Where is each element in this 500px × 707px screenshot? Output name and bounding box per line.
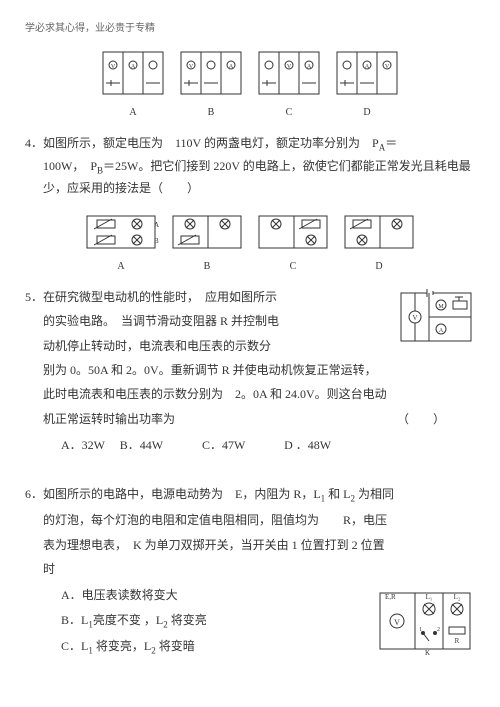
- svg-text:L₁: L₁: [426, 593, 433, 601]
- circuit-b-svg: V A: [176, 47, 246, 102]
- q4-diagram-row: A B A B C: [25, 211, 475, 275]
- q4-circuit-a: A B A: [82, 211, 160, 275]
- q3-diagram-row: V A A V A B: [25, 47, 475, 121]
- q4-circuit-b-svg: [168, 211, 246, 256]
- q5-diagram-svg: V M A: [397, 289, 475, 345]
- q4-circuit-c-svg: [254, 211, 332, 256]
- q4-b-label: B: [168, 258, 246, 275]
- question-5: 5． V M A 在研究微型电动机的性能时， 应用如图所示 的实验电路。 当调节: [25, 287, 475, 460]
- svg-text:A: A: [131, 64, 136, 70]
- q5-opt-b: B．44W: [120, 438, 163, 452]
- q4-text: 如图所示，额定电压为 110V 的两盏电灯，额定功率分别为 PA＝ 100W， …: [43, 133, 475, 199]
- svg-text:V: V: [385, 64, 390, 70]
- svg-text:V: V: [111, 64, 116, 70]
- q5-l6: 机正常运转时输出功率为（ ）: [43, 409, 475, 429]
- circuit-b: V A B: [176, 47, 246, 121]
- q5-opt-a: A．32W: [61, 438, 105, 452]
- q5-l5: 此时电流表和电压表的示数分别为 2。0A 和 24.0V。则这台电动: [43, 384, 475, 404]
- svg-text:A: A: [439, 328, 444, 334]
- circuit-c-svg: V A: [254, 47, 324, 102]
- q4-circuit-b: B: [168, 211, 246, 275]
- circuit-c-label: C: [254, 104, 324, 121]
- question-6: 6． 如图所示的电路中，电源电动势为 E，内阻为 R，L1 和 L2 为相同 的…: [25, 484, 475, 664]
- svg-text:2: 2: [437, 627, 440, 633]
- q4-a-label: A: [82, 258, 160, 275]
- q6-l1: 如图所示的电路中，电源电动势为 E，内阻为 R，L1 和 L2 为相同: [43, 484, 475, 507]
- q4-circuit-a-svg: A B: [82, 211, 160, 256]
- q4-circuit-d-svg: [340, 211, 418, 256]
- circuit-a-svg: V A: [98, 47, 168, 102]
- svg-text:V: V: [394, 618, 400, 627]
- svg-text:A: A: [229, 64, 234, 70]
- svg-text:K: K: [425, 649, 430, 657]
- svg-text:V: V: [189, 64, 194, 70]
- q5-options: A．32W B．44W C．47W D ．48W: [43, 435, 475, 455]
- q5-opt-d: D ．48W: [284, 438, 331, 452]
- q6-body: 如图所示的电路中，电源电动势为 E，内阻为 R，L1 和 L2 为相同 的灯泡，…: [43, 484, 475, 664]
- q6-l2: 的灯泡，每个灯泡的电阻和定值电阻相同，阻值均为 R，电压: [43, 510, 475, 530]
- q5-opt-c: C．47W: [202, 438, 245, 452]
- q4-body: 如图所示，额定电压为 110V 的两盏电灯，额定功率分别为 PA＝ 100W， …: [43, 133, 475, 203]
- q5-body: V M A 在研究微型电动机的性能时， 应用如图所示 的实验电路。 当调节滑动变…: [43, 287, 475, 460]
- circuit-a-label: A: [98, 104, 168, 121]
- circuit-b-label: B: [176, 104, 246, 121]
- svg-text:E,R: E,R: [385, 593, 396, 601]
- svg-text:A: A: [307, 64, 312, 70]
- q4-circuit-c: C: [254, 211, 332, 275]
- q6-l4: 时: [43, 559, 475, 579]
- q4-d-label: D: [340, 258, 418, 275]
- q4-number: 4．: [25, 133, 43, 203]
- q5-diagram: V M A: [397, 289, 475, 351]
- circuit-c: V A C: [254, 47, 324, 121]
- q6-diagram: V L₁ L₂ R 1 2 E,R K: [375, 585, 475, 663]
- svg-text:A: A: [154, 221, 159, 229]
- q4-c-label: C: [254, 258, 332, 275]
- svg-text:V: V: [412, 314, 417, 322]
- page-header: 学必求其心得，业必贵于专精: [25, 20, 475, 37]
- q6-number: 6．: [25, 484, 43, 664]
- q5-number: 5．: [25, 287, 43, 460]
- svg-text:L₂: L₂: [454, 593, 461, 601]
- question-4: 4． 如图所示，额定电压为 110V 的两盏电灯，额定功率分别为 PA＝ 100…: [25, 133, 475, 203]
- svg-text:V: V: [287, 64, 292, 70]
- q5-l4: 别为 0。50A 和 2。0V。重新调节 R 并使电动机恢复正常运转，: [43, 360, 475, 380]
- circuit-d-label: D: [332, 104, 402, 121]
- circuit-d: A V D: [332, 47, 402, 121]
- svg-text:1: 1: [419, 627, 422, 633]
- circuit-a: V A A: [98, 47, 168, 121]
- q6-diagram-svg: V L₁ L₂ R 1 2 E,R K: [375, 585, 475, 657]
- svg-text:R: R: [455, 637, 460, 645]
- svg-text:B: B: [154, 237, 159, 245]
- svg-text:A: A: [365, 64, 370, 70]
- circuit-d-svg: A V: [332, 47, 402, 102]
- q4-circuit-d: D: [340, 211, 418, 275]
- svg-text:M: M: [438, 304, 444, 310]
- q6-l3: 表为理想电表， K 为单刀双掷开关，当开关由 1 位置打到 2 位置: [43, 535, 475, 555]
